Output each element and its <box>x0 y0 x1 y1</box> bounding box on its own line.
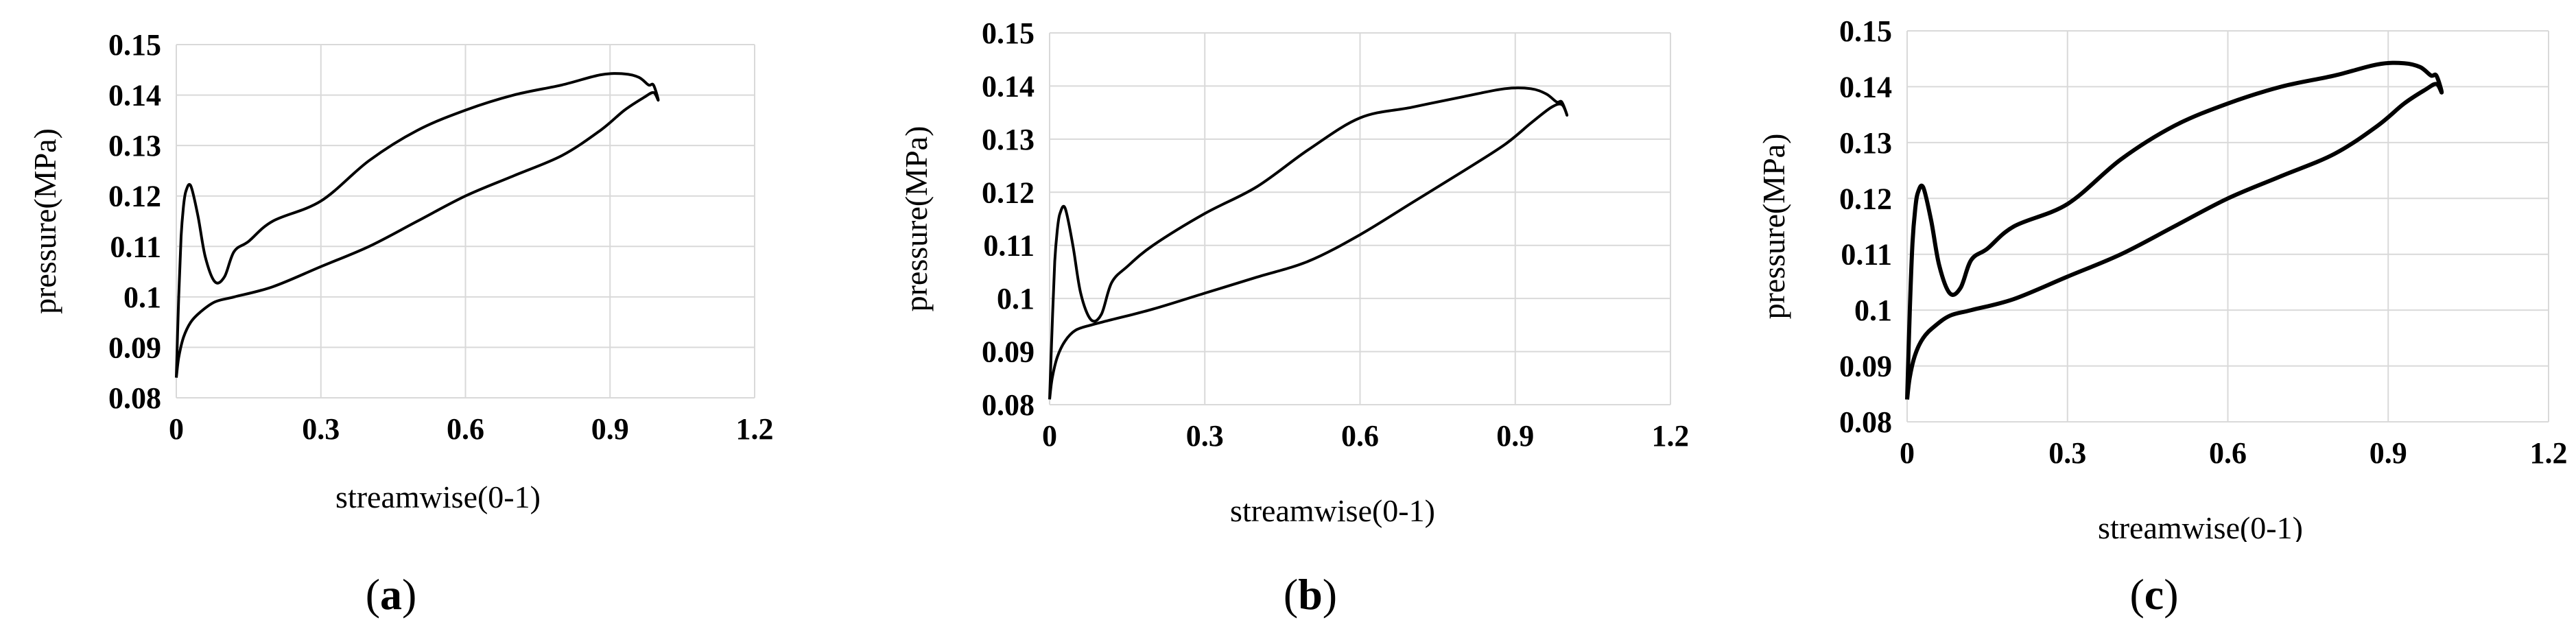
x-tick-label: 1.2 <box>1652 419 1688 453</box>
x-tick-label: 0.9 <box>591 412 629 446</box>
x-axis-label: streamwise(0-1) <box>1230 493 1435 528</box>
y-tick-label: 0.1 <box>1854 294 1892 327</box>
y-tick-label: 0.15 <box>982 16 1035 50</box>
y-tick-label: 0.12 <box>982 176 1035 209</box>
x-tick-label: 0.3 <box>1186 419 1224 453</box>
x-tick-label: 0.3 <box>2048 436 2086 470</box>
y-tick-label: 0.14 <box>108 79 161 112</box>
y-tick-label: 0.08 <box>108 381 161 415</box>
y-tick-label: 0.12 <box>1839 182 1892 215</box>
panel-caption-c: (c) <box>2129 570 2179 619</box>
y-tick-label: 0.11 <box>1841 238 1892 272</box>
y-axis-label: pressure(MPa) <box>27 128 62 314</box>
y-tick-label: 0.15 <box>1839 14 1892 48</box>
chart-panel-b: 0.08 0.09 0.1 0.11 0.12 0.13 0.14 0.15 0 0.3 0.6 0… <box>885 0 1688 542</box>
chart-svg-c: 0.08 0.09 0.1 0.11 0.12 0.13 0.14 0.15 0 0.3 0.6 0… <box>1756 14 2568 542</box>
x-tick-label: 0.3 <box>302 412 340 446</box>
y-tick-label: 0.13 <box>108 129 161 163</box>
x-tick-label: 1.2 <box>736 412 774 446</box>
chart-panel-c: 0.08 0.09 0.1 0.11 0.12 0.13 0.14 0.15 0 0.3 0.6 0… <box>1742 0 2569 542</box>
panel-caption-b: (b) <box>1283 570 1338 619</box>
y-tick-label: 0.1 <box>997 282 1035 316</box>
y-tick-label: 0.09 <box>108 331 161 364</box>
y-tick-label: 0.1 <box>123 281 161 314</box>
x-tick-label: 0 <box>169 412 184 446</box>
panel-label: c <box>2144 570 2164 619</box>
y-tick-label: 0.14 <box>982 69 1035 103</box>
y-tick-label: 0.15 <box>108 28 161 62</box>
x-tick-label: 1.2 <box>2530 436 2568 470</box>
y-tick-label: 0.14 <box>1839 70 1892 104</box>
chart-svg-b: 0.08 0.09 0.1 0.11 0.12 0.13 0.14 0.15 0 0.3 0.6 0… <box>899 16 1688 528</box>
y-tick-label: 0.11 <box>983 229 1035 263</box>
x-axis-label: streamwise(0-1) <box>335 479 541 514</box>
y-tick-label: 0.09 <box>1839 350 1892 383</box>
y-tick-label: 0.12 <box>108 180 161 213</box>
x-axis-label: streamwise(0-1) <box>2098 510 2303 542</box>
panel-caption-a: (a) <box>365 570 417 619</box>
x-tick-label: 0.6 <box>447 412 484 446</box>
y-tick-label: 0.08 <box>1839 405 1892 439</box>
y-axis-label: pressure(MPa) <box>1756 134 1791 320</box>
x-tick-label: 0.6 <box>1341 419 1379 453</box>
y-tick-label: 0.08 <box>982 388 1035 422</box>
panel-label: b <box>1298 570 1323 619</box>
y-axis-label: pressure(MPa) <box>899 126 934 312</box>
y-tick-label: 0.13 <box>982 123 1035 156</box>
y-tick-label: 0.09 <box>982 335 1035 369</box>
x-tick-label: 0.9 <box>1496 419 1534 453</box>
y-tick-label: 0.11 <box>110 230 161 263</box>
x-tick-label: 0.9 <box>2370 436 2407 470</box>
chart-svg-a: 0.08 0.09 0.1 0.11 0.12 0.13 0.14 0.15 0 0.3 0.6 0… <box>27 28 774 514</box>
x-tick-label: 0 <box>1900 436 1915 470</box>
x-tick-label: 0.6 <box>2209 436 2247 470</box>
series-line <box>1905 60 2444 400</box>
chart-panel-a: 0.08 0.09 0.1 0.11 0.12 0.13 0.14 0.15 0 0.3 0.6 0… <box>14 0 799 542</box>
x-tick-label: 0 <box>1042 419 1057 453</box>
series-line <box>175 72 660 378</box>
y-tick-label: 0.13 <box>1839 126 1892 160</box>
panel-label: a <box>380 570 402 619</box>
series-line <box>1048 86 1569 400</box>
